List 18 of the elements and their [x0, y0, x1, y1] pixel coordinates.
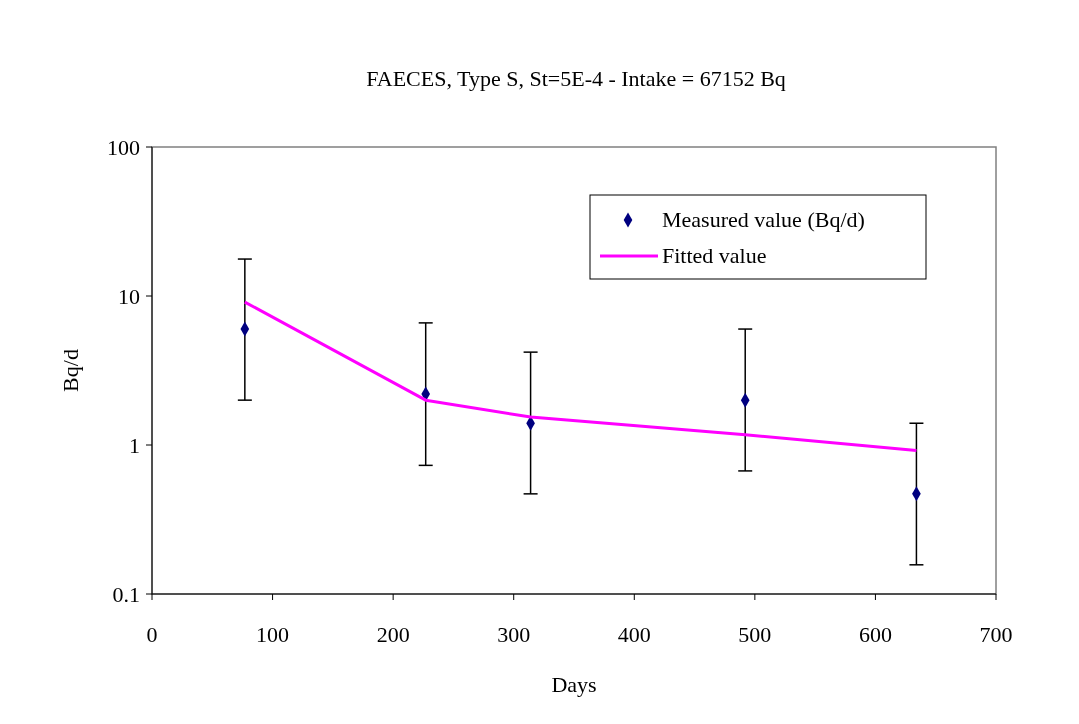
y-tick-label: 0.1 [112, 582, 140, 607]
x-tick-label: 600 [858, 622, 892, 647]
x-axis-title: Days [551, 672, 597, 697]
y-axis-title: Bq/d [58, 349, 83, 392]
y-tick-label: 1 [129, 433, 140, 458]
x-tick-label: 500 [738, 622, 772, 647]
x-tick-label: 300 [497, 622, 531, 647]
y-tick-label: 100 [107, 135, 140, 160]
legend-label: Measured value (Bq/d) [662, 207, 865, 232]
x-tick-label: 400 [617, 622, 651, 647]
y-tick-label: 10 [118, 284, 140, 309]
legend-label: Fitted value [662, 243, 767, 268]
x-tick-label: 700 [979, 622, 1013, 647]
x-tick-label: 200 [376, 622, 410, 647]
line-series [243, 300, 918, 452]
x-tick-label: 0 [146, 622, 158, 647]
x-tick-label: 100 [256, 622, 290, 647]
chart-title: FAECES, Type S, St=5E-4 - Intake = 67152 Bq [366, 66, 786, 91]
